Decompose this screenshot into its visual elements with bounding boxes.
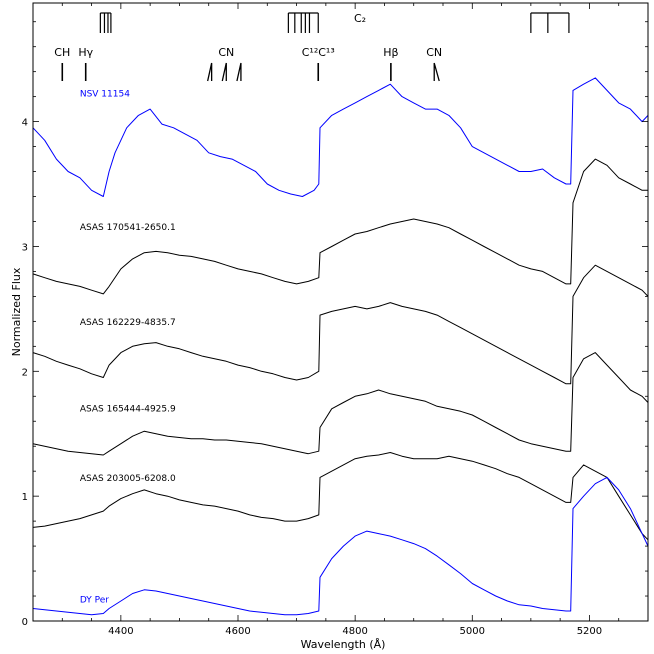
x-tick-label: 4400: [108, 626, 133, 637]
line-marker-label: Hγ: [78, 46, 93, 59]
marker-layer: CH Hγ CN C¹²C¹³ Hβ CN C₂: [54, 12, 570, 82]
y-tick-label: 3: [22, 242, 28, 253]
line-marker-label: Hβ: [383, 46, 398, 59]
series-label: ASAS 162229-4835.7: [80, 318, 176, 328]
y-tick-label: 0: [22, 617, 28, 628]
line-marker-label: CH: [54, 46, 70, 59]
x-tick-label: 5200: [577, 626, 602, 637]
series-label: DY Per: [80, 595, 109, 605]
series-label: ASAS 165444-4925.9: [80, 404, 176, 414]
y-tick-label: 2: [22, 367, 28, 378]
y-tick-label: 1: [22, 492, 28, 503]
x-axis-label: Wavelength (Å): [301, 638, 386, 651]
x-tick-label: 5000: [460, 626, 485, 637]
y-axis-label: Normalized Flux: [10, 267, 23, 356]
cn-band-marker: [221, 62, 227, 82]
spectrum-line: [32, 452, 649, 541]
series-label: ASAS 170541-2650.1: [80, 223, 176, 233]
axes-layer: 4400 4600 4800 5000 5200 0 1 2 3 4: [22, 2, 649, 637]
cn-band-marker: [433, 62, 440, 82]
series-layer: NSV 11154 ASAS 170541-2650.1 ASAS 162229-4…: [32, 77, 649, 616]
c2-label: C₂: [354, 12, 366, 25]
line-marker-label: CN: [426, 46, 442, 59]
series-label: NSV 11154: [80, 90, 130, 100]
cn-band-marker: [236, 62, 242, 82]
spectrum-line: [32, 352, 649, 456]
series-label: ASAS 203005-6208.0: [80, 474, 176, 484]
y-tick-label: 4: [22, 118, 28, 129]
line-marker-label: C¹²C¹³: [302, 46, 335, 59]
spectrum-line: [32, 158, 648, 295]
spectrum-line: [32, 77, 649, 197]
cn-band-marker: [207, 62, 213, 82]
plot-frame: [32, 2, 649, 622]
x-tick-label: 4600: [225, 626, 250, 637]
spectrum-line: [32, 264, 649, 385]
x-tick-label: 4800: [342, 626, 367, 637]
line-marker-label: CN: [218, 46, 234, 59]
spectrum-line: [32, 476, 649, 616]
